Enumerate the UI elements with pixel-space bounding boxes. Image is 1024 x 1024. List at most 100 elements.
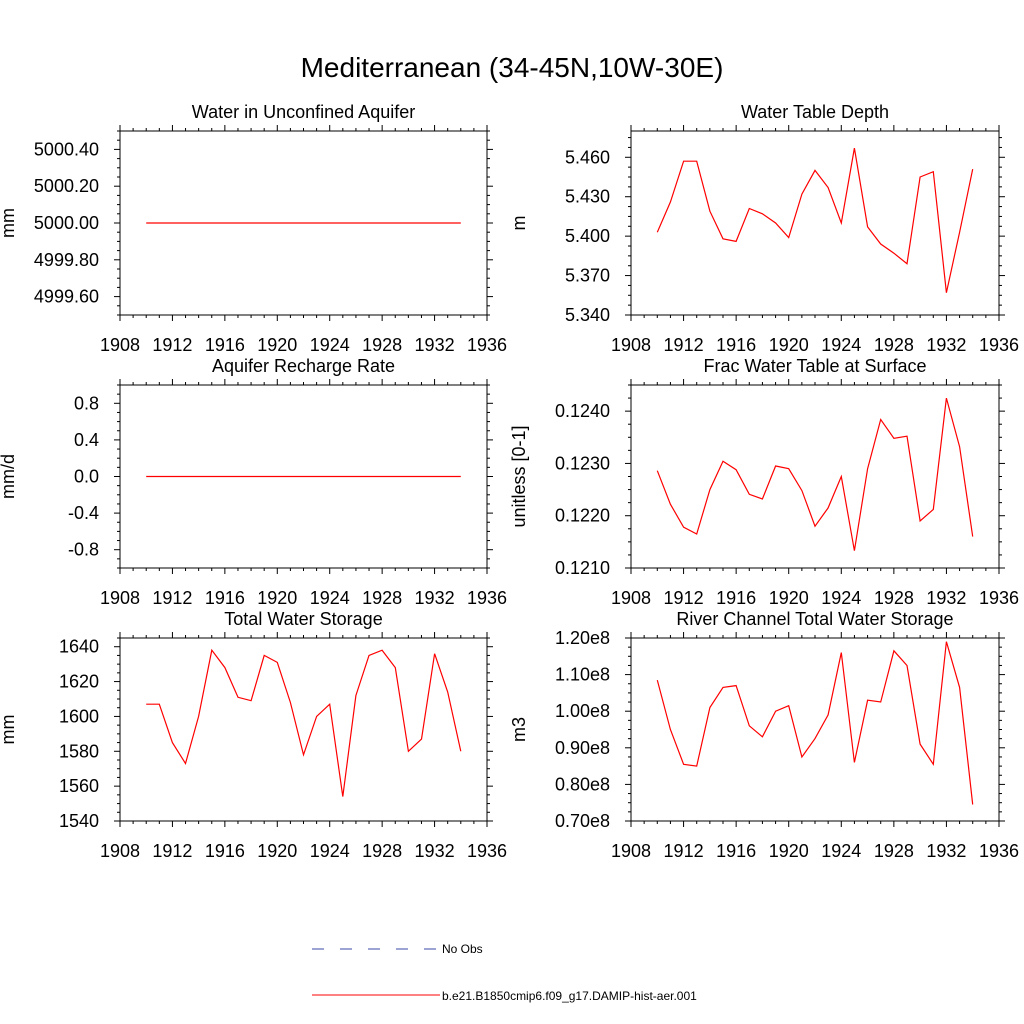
y-tick-label: 0.0	[74, 467, 99, 487]
x-tick-label: 1932	[415, 841, 455, 861]
y-tick-label: 0.80e8	[555, 774, 610, 794]
x-tick-label: 1928	[362, 335, 402, 355]
panel-title: River Channel Total Water Storage	[676, 609, 953, 629]
series-line	[146, 648, 462, 797]
legend-model-line	[312, 994, 440, 996]
y-tick-label: 0.1210	[555, 558, 610, 578]
panel-title: Frac Water Table at Surface	[703, 356, 926, 376]
x-tick-label: 1916	[716, 588, 756, 608]
y-tick-label: 1600	[59, 706, 99, 726]
x-tick-label: 1924	[821, 588, 861, 608]
y-axis-label: unitless [0-1]	[509, 425, 529, 527]
x-tick-label: 1908	[100, 335, 140, 355]
x-tick-label: 1916	[716, 841, 756, 861]
x-tick-label: 1936	[467, 335, 507, 355]
y-tick-label: 0.1240	[555, 401, 610, 421]
series-line	[656, 641, 974, 805]
panel-3: Aquifer Recharge Rate mm/d 1908 1912 1916 192…	[0, 356, 507, 608]
legend-obs-label: No Obs	[442, 942, 483, 956]
panel-title: Total Water Storage	[224, 609, 382, 629]
y-tick-label: 5000.00	[34, 213, 99, 233]
y-tick-label: -0.4	[68, 503, 99, 523]
x-tick-label: 1916	[205, 335, 245, 355]
y-axis-label: mm	[0, 715, 18, 745]
y-tick-label: 1640	[59, 637, 99, 657]
y-tick-label: 4999.60	[34, 287, 99, 307]
panel-2: Water Table Depth m 1908 1912 1916 1920 1924 19…	[509, 102, 1019, 355]
y-tick-label: 0.1220	[555, 506, 610, 526]
x-tick-label: 1936	[979, 588, 1019, 608]
x-tick-label: 1932	[415, 588, 455, 608]
y-tick-label: 0.4	[74, 430, 99, 450]
x-tick-label: 1912	[664, 841, 704, 861]
y-tick-label: 1.00e8	[555, 701, 610, 721]
series-line	[656, 147, 974, 293]
x-tick-label: 1932	[926, 841, 966, 861]
y-tick-label: 0.90e8	[555, 738, 610, 758]
x-tick-label: 1936	[979, 841, 1019, 861]
plot-frame	[119, 637, 488, 822]
x-tick-label: 1924	[310, 588, 350, 608]
panel-5: Total Water Storage mm 1908 1912 1916 1920 192…	[0, 609, 507, 861]
y-tick-label: 5000.20	[34, 176, 99, 196]
panel-1: Water in Unconfined Aquifer mm 1908 1912 191…	[0, 102, 507, 355]
x-tick-label: 1924	[821, 335, 861, 355]
x-tick-label: 1912	[664, 335, 704, 355]
y-tick-label: 5000.40	[34, 139, 99, 159]
x-tick-label: 1936	[467, 841, 507, 861]
x-tick-label: 1928	[874, 841, 914, 861]
y-axis-label: mm	[0, 208, 18, 238]
x-tick-label: 1936	[467, 588, 507, 608]
panel-title: Water Table Depth	[741, 102, 889, 122]
x-tick-label: 1920	[257, 588, 297, 608]
legend-model-label: b.e21.B1850cmip6.f09_g17.DAMIP-hist-aer.…	[442, 989, 697, 1003]
x-tick-label: 1912	[152, 588, 192, 608]
x-tick-label: 1932	[926, 335, 966, 355]
y-axis-label: m	[509, 216, 529, 231]
y-tick-label: 5.430	[565, 187, 610, 207]
x-tick-label: 1908	[100, 841, 140, 861]
x-tick-label: 1928	[362, 588, 402, 608]
y-tick-label: 0.8	[74, 393, 99, 413]
x-tick-label: 1912	[664, 588, 704, 608]
y-tick-label: 5.460	[565, 147, 610, 167]
x-tick-label: 1928	[874, 335, 914, 355]
y-tick-label: 5.340	[565, 305, 610, 325]
y-tick-label: 0.70e8	[555, 811, 610, 831]
x-tick-label: 1912	[152, 335, 192, 355]
plot-frame	[630, 384, 1000, 569]
x-tick-label: 1936	[979, 335, 1019, 355]
x-tick-label: 1932	[415, 335, 455, 355]
x-tick-label: 1924	[310, 841, 350, 861]
y-axis-label: m3	[509, 717, 529, 742]
y-tick-label: 5.370	[565, 266, 610, 286]
page-title: Mediterranean (34-45N,10W-30E)	[300, 52, 724, 83]
x-tick-label: 1912	[152, 841, 192, 861]
y-tick-label: 1540	[59, 811, 99, 831]
x-tick-label: 1908	[611, 841, 651, 861]
x-tick-label: 1928	[362, 841, 402, 861]
panel-4: Frac Water Table at Surface unitless [0-1…	[509, 356, 1019, 608]
legend-obs-line	[312, 948, 440, 950]
y-axis-label: mm/d	[0, 454, 18, 499]
x-tick-label: 1908	[100, 588, 140, 608]
y-tick-label: 5.400	[565, 226, 610, 246]
y-tick-label: 1.10e8	[555, 665, 610, 685]
panel-title: Water in Unconfined Aquifer	[192, 102, 415, 122]
x-tick-label: 1916	[716, 335, 756, 355]
x-tick-label: 1920	[769, 335, 809, 355]
x-tick-label: 1920	[769, 588, 809, 608]
x-tick-label: 1916	[205, 841, 245, 861]
panel-title: Aquifer Recharge Rate	[212, 356, 395, 376]
x-tick-label: 1920	[769, 841, 809, 861]
x-tick-label: 1920	[257, 335, 297, 355]
x-tick-label: 1920	[257, 841, 297, 861]
x-tick-label: 1908	[611, 588, 651, 608]
y-tick-label: 0.1230	[555, 453, 610, 473]
y-tick-label: 4999.80	[34, 250, 99, 270]
panel-6: River Channel Total Water Storage m3 1908 1…	[509, 609, 1019, 861]
y-tick-label: -0.8	[68, 540, 99, 560]
x-tick-label: 1932	[926, 588, 966, 608]
x-tick-label: 1928	[874, 588, 914, 608]
